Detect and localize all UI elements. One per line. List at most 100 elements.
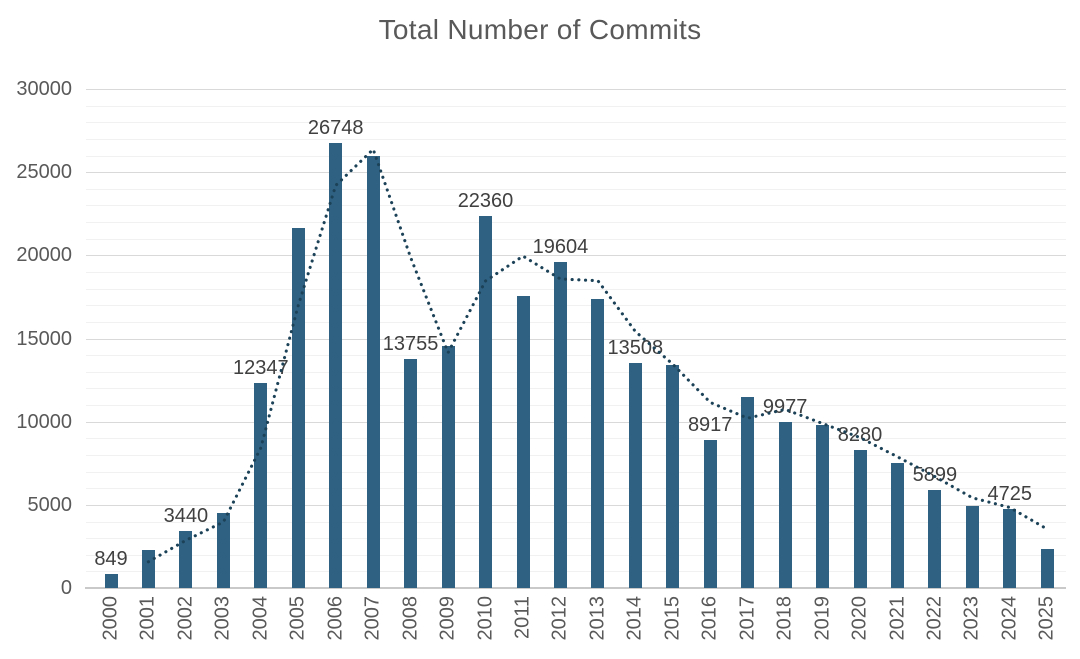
- x-axis-label-2008: 2008: [399, 596, 422, 641]
- x-axis-label-2022: 2022: [923, 596, 946, 641]
- bar-2008: [404, 359, 418, 588]
- bar-2002: [179, 530, 193, 588]
- x-axis-label-2005: 2005: [286, 596, 309, 641]
- data-label-2008: 13755: [382, 333, 439, 356]
- data-label-2012: 19604: [532, 235, 589, 258]
- x-axis-label-2019: 2019: [811, 596, 834, 641]
- minor-gridline: [86, 554, 1066, 556]
- x-axis-label-2017: 2017: [736, 596, 759, 641]
- y-axis-label: 25000: [16, 161, 72, 184]
- bar-2005: [291, 227, 305, 588]
- y-axis-label: 0: [60, 577, 72, 599]
- bar-2017: [741, 396, 755, 588]
- bar-2003: [216, 513, 230, 588]
- y-axis-label: 10000: [16, 410, 72, 433]
- bar-2014: [628, 363, 642, 588]
- bar-2007: [366, 155, 380, 588]
- y-axis-label: 15000: [16, 327, 72, 350]
- bar-2018: [778, 422, 792, 588]
- bar-2012: [553, 261, 567, 588]
- y-axis-label: 30000: [16, 78, 72, 100]
- x-axis-label-2025: 2025: [1035, 596, 1058, 641]
- bar-2023: [965, 505, 979, 588]
- minor-gridline: [86, 122, 1066, 124]
- major-gridline: [86, 338, 1066, 340]
- x-axis-label-2015: 2015: [661, 596, 684, 641]
- bar-2004: [254, 382, 268, 588]
- minor-gridline: [86, 155, 1066, 157]
- minor-gridline: [86, 288, 1066, 290]
- minor-gridline: [86, 188, 1066, 190]
- minor-gridline: [86, 438, 1066, 440]
- data-label-2020: 8280: [837, 424, 883, 447]
- minor-gridline: [86, 454, 1066, 456]
- data-label-2004: 12347: [232, 356, 289, 379]
- minor-gridline: [86, 488, 1066, 490]
- data-label-2024: 4725: [987, 483, 1033, 506]
- x-axis-label-2007: 2007: [361, 596, 384, 641]
- x-axis-label-2006: 2006: [324, 596, 347, 641]
- data-label-2016: 8917: [687, 413, 733, 436]
- minor-gridline: [86, 205, 1066, 207]
- minor-gridline: [86, 388, 1066, 390]
- bar-2024: [1003, 509, 1017, 588]
- major-gridline: [86, 421, 1066, 423]
- minor-gridline: [86, 222, 1066, 224]
- bar-2022: [928, 489, 942, 588]
- x-axis-label-2018: 2018: [773, 596, 796, 641]
- minor-gridline: [86, 521, 1066, 523]
- minor-gridline: [86, 138, 1066, 140]
- x-axis-label-2021: 2021: [886, 596, 908, 641]
- x-axis-label-2016: 2016: [698, 596, 721, 641]
- x-axis-label-2024: 2024: [998, 596, 1021, 641]
- bar-2020: [853, 450, 867, 588]
- chart-title: Total Number of Commits: [378, 14, 702, 45]
- bar-2025: [1040, 548, 1054, 588]
- major-gridline: [86, 89, 1066, 90]
- bar-2000: [104, 573, 118, 588]
- x-axis-label-2003: 2003: [211, 596, 234, 641]
- bar-2010: [479, 216, 492, 588]
- x-axis-label-2012: 2012: [548, 596, 571, 641]
- x-axis-label-2020: 2020: [848, 596, 871, 641]
- minor-gridline: [86, 305, 1066, 307]
- minor-gridline: [86, 538, 1066, 540]
- bar-2013: [591, 299, 605, 588]
- bar-2006: [329, 143, 343, 588]
- x-axis-label-2014: 2014: [623, 596, 646, 641]
- bar-2016: [703, 439, 717, 588]
- bar-2011: [516, 296, 530, 588]
- data-label-2010: 22360: [457, 190, 514, 213]
- minor-gridline: [86, 105, 1066, 107]
- major-gridline: [86, 172, 1066, 174]
- x-axis-label-2010: 2010: [474, 596, 496, 641]
- y-axis-label: 20000: [16, 244, 72, 267]
- y-axis-label: 5000: [27, 493, 73, 516]
- x-axis-line: [85, 587, 1066, 589]
- data-label-2002: 3440: [163, 504, 209, 527]
- data-label-2014: 13508: [607, 337, 664, 360]
- x-axis-label-2013: 2013: [586, 596, 609, 641]
- minor-gridline: [86, 571, 1066, 573]
- x-axis-label-2000: 2000: [99, 596, 122, 641]
- data-label-2000: 849: [94, 547, 128, 570]
- x-axis-label-2002: 2002: [174, 596, 197, 641]
- data-label-2006: 26748: [307, 117, 364, 140]
- minor-gridline: [86, 321, 1066, 323]
- minor-gridline: [86, 272, 1066, 273]
- x-axis-label-2009: 2009: [436, 596, 459, 641]
- bar-2021: [891, 463, 904, 589]
- x-axis-label-2004: 2004: [249, 596, 272, 641]
- data-label-2022: 5899: [912, 463, 958, 486]
- bar-2009: [441, 346, 455, 588]
- minor-gridline: [86, 405, 1066, 406]
- x-axis-label-2023: 2023: [960, 596, 983, 641]
- bar-2015: [666, 365, 680, 588]
- x-axis-label-2011: 2011: [511, 596, 534, 640]
- bar-2001: [141, 549, 155, 588]
- data-label-2018: 9977: [762, 396, 808, 418]
- major-gridline: [86, 504, 1066, 506]
- x-axis-label-2001: 2001: [136, 596, 159, 641]
